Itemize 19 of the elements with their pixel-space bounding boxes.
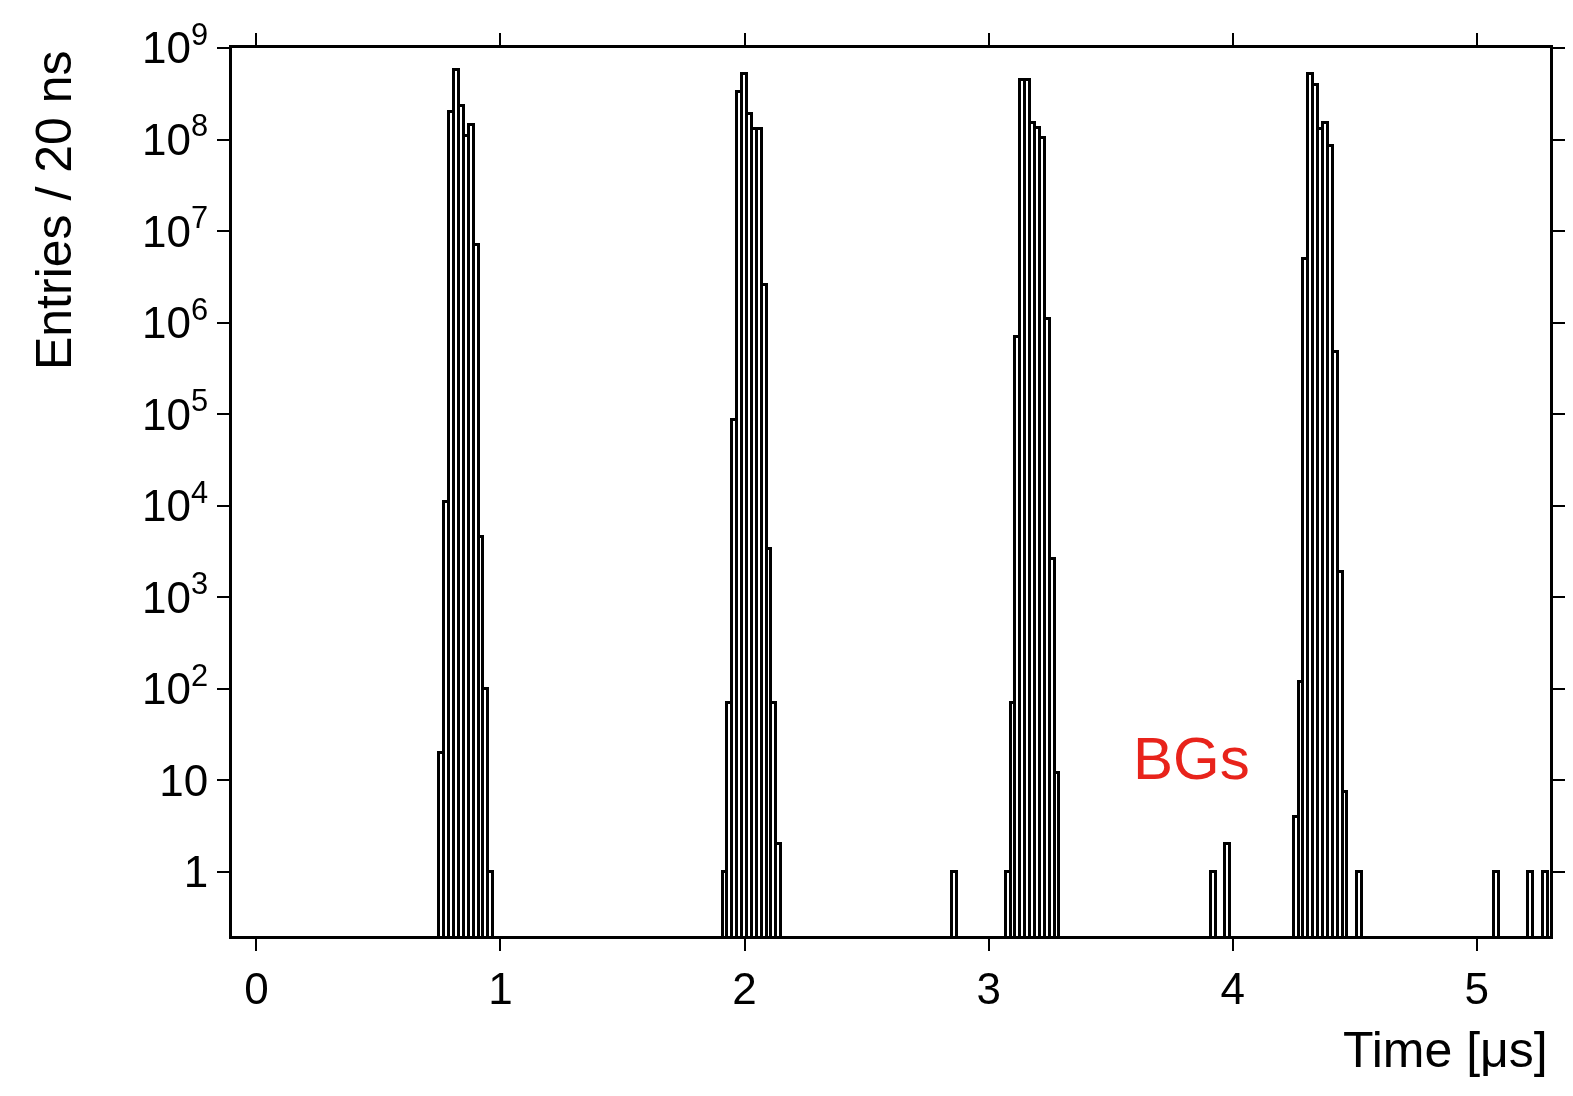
x-tick-label: 5 <box>1464 963 1490 1013</box>
y-tick-label: 10$^{2}$ <box>142 657 209 714</box>
annotation: BGs <box>1133 725 1250 792</box>
y-tick-label: 10$^{6}$ <box>142 291 209 348</box>
y-tick-label: 10$^{3}$ <box>142 566 209 622</box>
y-tick-label: 10$^{4}$ <box>142 474 209 531</box>
y-tick-label: 10$^{7}$ <box>142 200 209 256</box>
y-tick-label: 10$^{9}$ <box>142 16 209 73</box>
x-tick-label: 3 <box>976 963 1001 1013</box>
y-tick-label: 10$^{8}$ <box>142 108 209 164</box>
x-tick-label: 0 <box>244 963 269 1013</box>
y-tick-label: 1 <box>183 847 209 897</box>
x-tick-label: 1 <box>488 963 513 1013</box>
x-tick-label: 4 <box>1220 963 1245 1013</box>
x-axis-title: Time [μs] <box>1343 1022 1548 1078</box>
y-axis-title: Entries / 20 ns <box>26 50 83 371</box>
y-tick-label: 10$^{5}$ <box>142 383 209 439</box>
x-tick-label: 2 <box>732 963 757 1013</box>
y-tick-label: 10 <box>159 755 209 805</box>
